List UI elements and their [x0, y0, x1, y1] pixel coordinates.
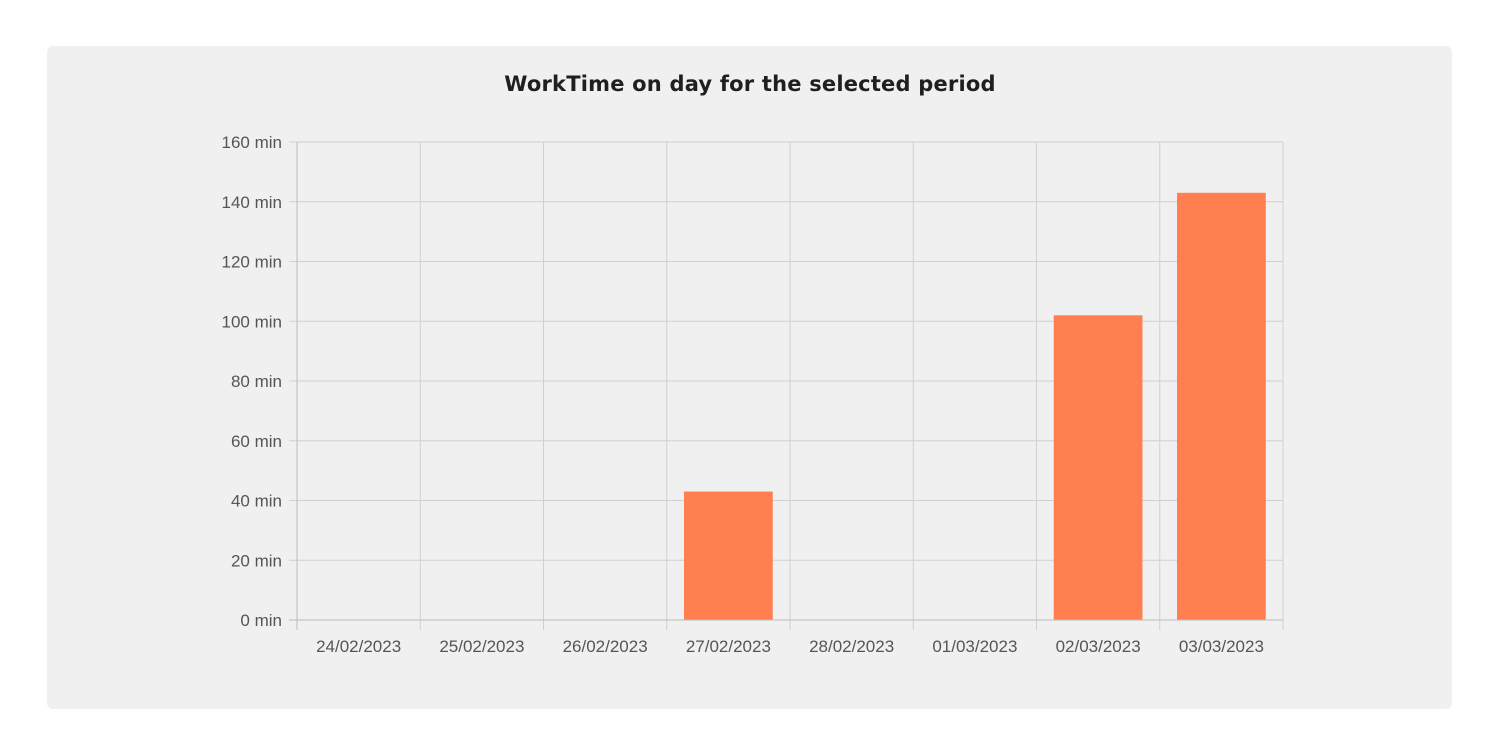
- axes: [289, 142, 1283, 630]
- bar-03/03/2023[interactable]: [1177, 192, 1266, 620]
- chart-title: WorkTime on day for the selected period: [504, 72, 996, 96]
- bar-02/03/2023[interactable]: [1053, 315, 1143, 620]
- y-tick-label: 100 min: [222, 312, 282, 331]
- y-tick-label: 60 min: [231, 432, 282, 451]
- y-tick-label: 0 min: [240, 611, 282, 630]
- x-tick-label: 01/03/2023: [932, 637, 1017, 656]
- y-tick-label: 160 min: [222, 133, 282, 152]
- grid: [289, 141, 1284, 630]
- y-tick-label: 40 min: [231, 492, 282, 511]
- x-tick-label: 03/03/2023: [1179, 637, 1264, 656]
- x-tick-label: 24/02/2023: [316, 637, 401, 656]
- y-tick-label: 20 min: [231, 551, 282, 570]
- bars: [684, 192, 1266, 620]
- y-tick-label: 140 min: [222, 193, 282, 212]
- x-tick-label: 26/02/2023: [563, 637, 648, 656]
- x-tick-label: 25/02/2023: [439, 637, 524, 656]
- y-axis-labels: 0 min 20 min 40 min 60 min 80 min 100 min 120 …: [222, 133, 282, 630]
- x-tick-label: 28/02/2023: [809, 637, 894, 656]
- y-tick-label: 120 min: [222, 253, 282, 272]
- y-tick-label: 80 min: [231, 372, 282, 391]
- bar-27/02/2023[interactable]: [684, 491, 773, 620]
- x-tick-label: 27/02/2023: [686, 637, 771, 656]
- x-axis-labels: 24/02/2023 25/02/2023 26/02/2023 27/02/2023…: [316, 637, 1264, 656]
- x-tick-label: 02/03/2023: [1056, 637, 1141, 656]
